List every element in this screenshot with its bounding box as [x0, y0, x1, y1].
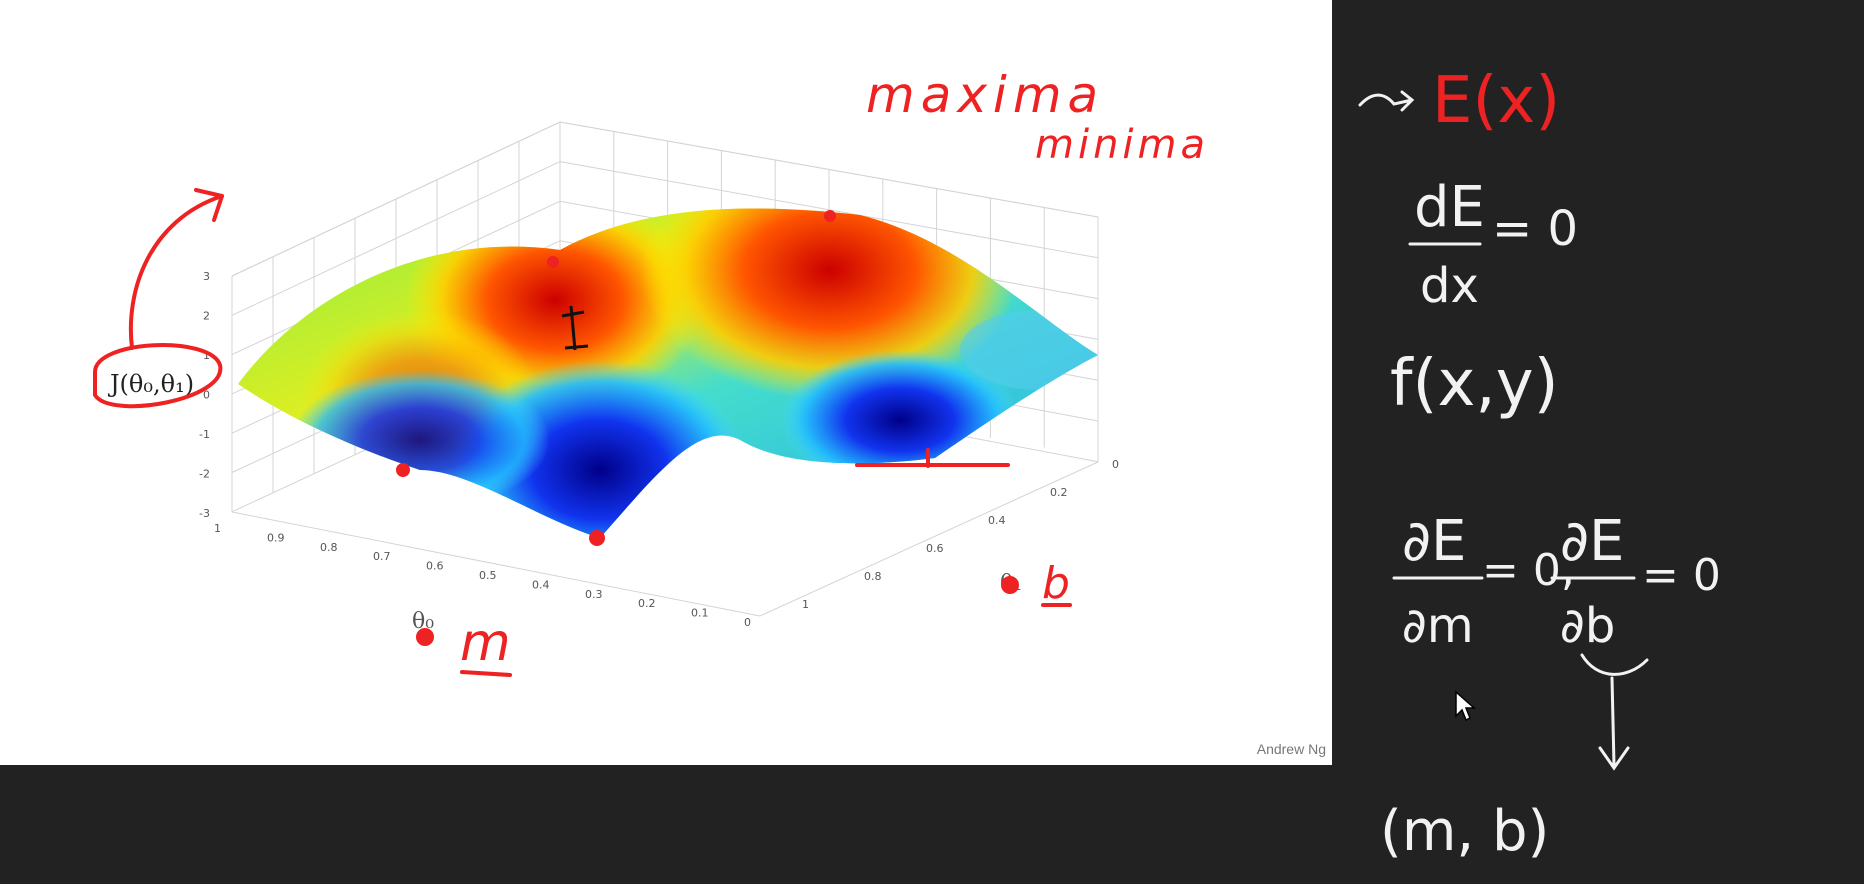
up-arrow	[128, 194, 224, 350]
lecture-slide: 3 2 1 0 -1 -2 -3 1 0.9 0.8 0.7 0.6 0.5 0.4 0.3 0.2 0.1 0…	[0, 0, 1332, 765]
y-tick-label: 0.8	[864, 570, 882, 583]
bottom-dark-bar	[0, 765, 1332, 880]
m-underline	[460, 670, 512, 677]
x-axis-ticks: 1 0.9 0.8 0.7 0.6 0.5 0.4 0.3 0.2 0.1 0	[214, 522, 751, 629]
b-dot	[1001, 576, 1019, 594]
m-annotation: m	[460, 613, 511, 673]
point-marker-1	[396, 463, 410, 477]
minima-annotation: minima	[1035, 122, 1209, 168]
x-tick-label: 0.7	[373, 550, 391, 563]
bullet-arrow-icon	[1358, 90, 1415, 112]
point-marker-3	[824, 210, 836, 222]
b-annotation: b	[1042, 558, 1070, 609]
cost-function-label: J(θ₀,θ₁)	[107, 370, 194, 398]
z-axis-ticks: 3 2 1 0 -1 -2 -3	[199, 270, 210, 520]
x-tick-label: 0.6	[426, 560, 444, 573]
descent-marker	[561, 305, 589, 351]
function-of-two-vars: f(x,y)	[1390, 347, 1559, 421]
mouse-cursor-icon	[1455, 690, 1476, 722]
z-tick-label: -3	[199, 507, 210, 520]
theta0-axis-label: θ₀	[412, 609, 434, 634]
slide-credit: Andrew Ng	[1256, 741, 1326, 757]
point-marker-4	[547, 256, 559, 268]
x-tick-label: 0.2	[638, 597, 656, 610]
partial-b-numerator: ∂E	[1560, 509, 1624, 574]
z-tick-label: 0	[203, 389, 210, 402]
x-tick-label: 0	[744, 616, 751, 629]
cost-label-circle	[93, 343, 223, 409]
handwritten-notes: E(x) dE dx = 0 f(x,y) ∂E ∂m = 0, ∂E ∂b =…	[1358, 64, 1721, 864]
y-tick-label: 0.6	[926, 542, 944, 555]
implies-arrow-icon	[1580, 653, 1649, 771]
point-marker-2	[589, 530, 605, 546]
z-tick-label: -2	[199, 468, 210, 481]
x-tick-label: 0.1	[691, 607, 709, 620]
surface-plot: 3 2 1 0 -1 -2 -3 1 0.9 0.8 0.7 0.6 0.5 0.4 0.3 0.2 0.1 0…	[93, 66, 1209, 677]
y-tick-label: 1	[802, 598, 809, 611]
e-of-x: E(x)	[1432, 64, 1560, 138]
derivative-numerator: dE	[1414, 175, 1485, 240]
derivative-denominator: dx	[1420, 258, 1479, 314]
x-tick-label: 0.4	[532, 578, 550, 591]
m-dot	[416, 628, 434, 646]
y-axis-ticks: 0 0.2 0.4 0.6 0.8 1	[802, 458, 1119, 611]
x-tick-label: 1	[214, 522, 221, 535]
z-tick-label: -1	[199, 428, 210, 441]
partial-m-denominator: ∂m	[1402, 598, 1474, 654]
derivative-equals-zero: = 0	[1492, 201, 1578, 257]
y-tick-label: 0.4	[988, 514, 1006, 527]
x-tick-label: 0.9	[267, 531, 285, 544]
partial-m-numerator: ∂E	[1402, 509, 1466, 574]
blackboard-panel: E(x) dE dx = 0 f(x,y) ∂E ∂m = 0, ∂E ∂b =…	[1332, 0, 1864, 880]
z-tick-label: 1	[203, 349, 210, 362]
x-tick-label: 0.8	[320, 541, 338, 554]
red-annotations	[93, 188, 1072, 677]
up-arrow-head	[194, 188, 224, 222]
partial-b-denominator: ∂b	[1560, 598, 1615, 654]
maxima-annotation: maxima	[866, 66, 1104, 124]
z-tick-label: 3	[203, 270, 210, 283]
partial-b-equals: = 0	[1642, 550, 1721, 601]
result-pair: (m, b)	[1380, 799, 1549, 864]
x-tick-label: 0.5	[479, 569, 497, 582]
x-tick-label: 0.3	[585, 588, 603, 601]
partial-m-equals: = 0,	[1482, 545, 1575, 596]
y-tick-label: 0	[1112, 458, 1119, 471]
y-tick-label: 0.2	[1050, 486, 1068, 499]
z-tick-label: 2	[203, 310, 210, 323]
